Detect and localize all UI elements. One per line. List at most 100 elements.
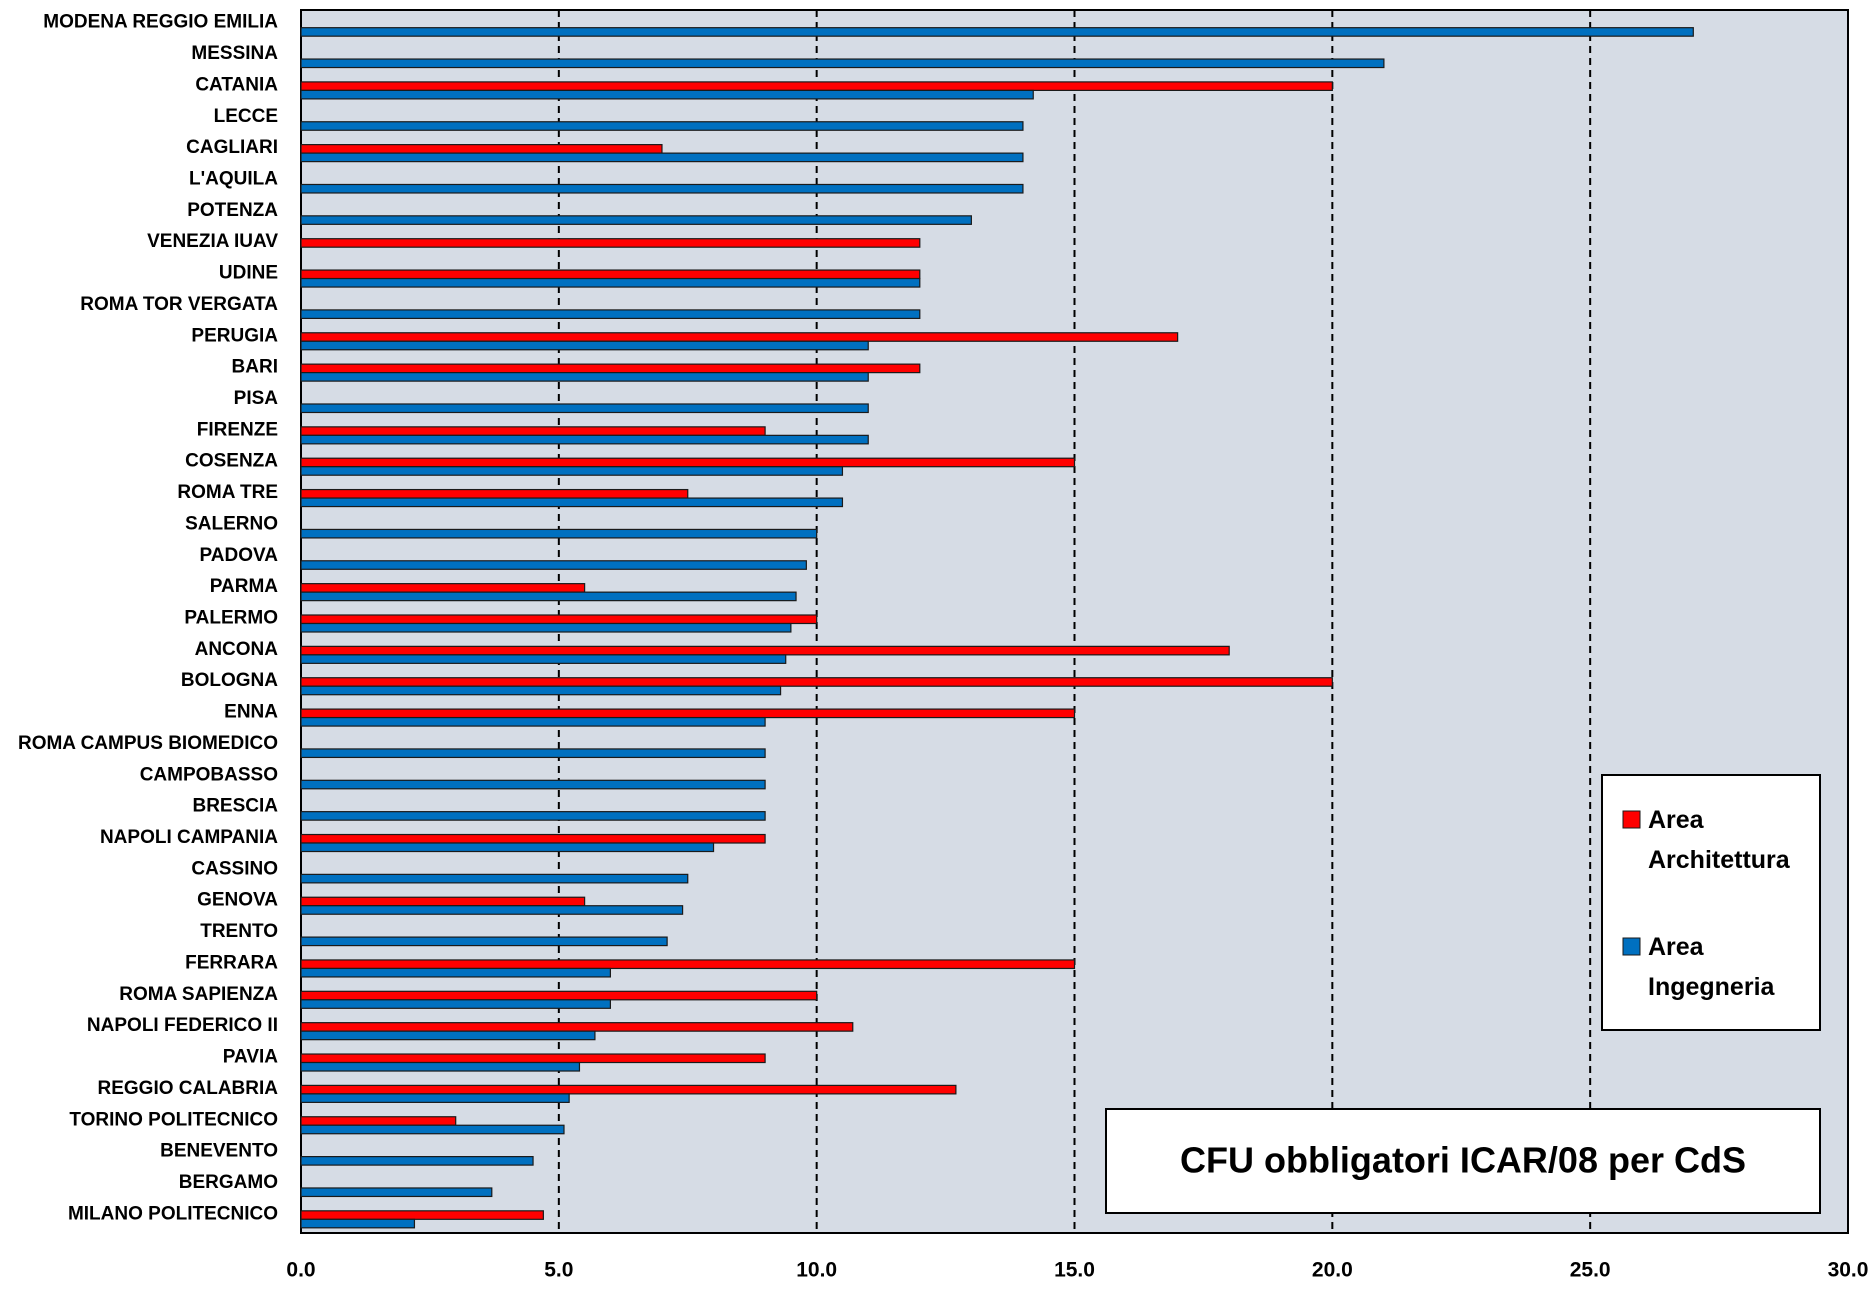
- bar: [300, 677, 1333, 687]
- bar: [300, 497, 844, 508]
- bar: [300, 708, 1076, 719]
- bar: [300, 426, 766, 436]
- y-tick-label: LECCE: [214, 106, 278, 127]
- bar: [300, 990, 818, 1001]
- y-tick-label: TRENTO: [200, 921, 278, 942]
- bar: [300, 144, 663, 154]
- y-tick-label: BRESCIA: [192, 796, 278, 817]
- bar: [300, 873, 689, 884]
- bar: [300, 614, 818, 625]
- bar: [300, 936, 668, 947]
- bar: [300, 340, 869, 351]
- legend-label: Area Architettura: [1648, 806, 1790, 874]
- bar: [300, 1116, 457, 1126]
- bar: [300, 238, 921, 248]
- y-tick-label: MESSINA: [191, 43, 278, 64]
- bar: [300, 833, 766, 844]
- y-tick-label: VENEZIA IUAV: [147, 231, 278, 252]
- x-tick-label: 15.0: [1054, 1259, 1095, 1282]
- y-tick-label: GENOVA: [197, 890, 278, 911]
- bar: [300, 488, 689, 499]
- bar: [300, 748, 766, 759]
- y-tick-label: NAPOLI FEDERICO II: [87, 1015, 278, 1036]
- y-tick-label: L'AQUILA: [189, 168, 278, 189]
- bar: [300, 121, 1024, 131]
- y-tick-label: ROMA TOR VERGATA: [80, 294, 278, 315]
- bar: [300, 363, 921, 374]
- bar: [300, 528, 818, 539]
- bar: [300, 89, 1034, 100]
- bar: [300, 215, 972, 225]
- y-tick-label: FERRARA: [185, 952, 278, 973]
- y-tick-label: TORINO POLITECNICO: [69, 1109, 278, 1130]
- bar: [300, 1084, 957, 1095]
- y-tick-label: ANCONA: [195, 639, 279, 660]
- y-tick-label: ROMA TRE: [177, 482, 278, 503]
- bar: [300, 403, 869, 414]
- bar: [300, 896, 586, 907]
- y-tick-label: PARMA: [210, 576, 279, 597]
- bar: [300, 183, 1024, 194]
- legend-label-box: Area Architettura: [1648, 806, 1790, 874]
- bar: [300, 372, 869, 382]
- y-tick-label: UDINE: [219, 263, 278, 284]
- bar: [300, 716, 766, 727]
- y-tick-label: ROMA SAPIENZA: [119, 984, 278, 1005]
- y-tick-label: MODENA REGGIO EMILIA: [43, 12, 278, 33]
- bar: [300, 1156, 534, 1166]
- bar: [300, 309, 921, 320]
- legend-swatch: [1622, 810, 1641, 829]
- bar: [300, 591, 797, 602]
- bar: [300, 999, 611, 1009]
- y-tick-label: PALERMO: [184, 608, 278, 629]
- y-tick-label: NAPOLI CAMPANIA: [100, 827, 278, 848]
- bar: [300, 1061, 581, 1072]
- bar: [300, 466, 844, 476]
- y-tick-label: SALERNO: [185, 513, 278, 534]
- bar: [300, 81, 1333, 91]
- bar: [300, 1030, 596, 1041]
- bar: [300, 622, 792, 633]
- y-tick-label: BENEVENTO: [160, 1141, 278, 1162]
- x-tick-label: 20.0: [1312, 1259, 1353, 1282]
- x-tick-label: 10.0: [796, 1259, 837, 1282]
- bar: [300, 1187, 493, 1198]
- bar: [300, 58, 1385, 69]
- x-tick-label: 25.0: [1570, 1259, 1611, 1282]
- y-tick-label: POTENZA: [187, 200, 278, 221]
- bar: [300, 685, 782, 696]
- bar: [300, 1093, 570, 1103]
- bar: [300, 457, 1076, 468]
- bar: [300, 152, 1024, 163]
- y-tick-label: BERGAMO: [179, 1172, 278, 1193]
- bar: [300, 1218, 416, 1229]
- bar: [300, 811, 766, 821]
- legend-label: Area Ingegneria: [1648, 933, 1775, 1001]
- y-tick-label: BARI: [232, 357, 278, 378]
- y-tick-label: ROMA CAMPUS BIOMEDICO: [18, 733, 278, 754]
- bar: [300, 1022, 854, 1032]
- bar: [300, 269, 921, 280]
- x-tick-label: 0.0: [286, 1259, 315, 1282]
- chart-title: CFU obbligatori ICAR/08 per CdS: [1180, 1140, 1746, 1181]
- y-tick-label: ENNA: [224, 702, 278, 723]
- bar: [300, 1053, 766, 1064]
- y-tick-label: CATANIA: [195, 74, 278, 95]
- y-tick-label: CAMPOBASSO: [140, 764, 278, 785]
- bar: [300, 842, 715, 853]
- legend-swatch: [1622, 937, 1641, 956]
- bar: [300, 779, 766, 790]
- y-tick-label: PAVIA: [223, 1047, 279, 1068]
- title-box: [1105, 1108, 1821, 1214]
- x-tick-label: 5.0: [544, 1259, 573, 1282]
- bar: [300, 277, 921, 288]
- y-tick-label: COSENZA: [185, 451, 278, 472]
- y-tick-label: REGGIO CALABRIA: [98, 1078, 279, 1099]
- bar: [300, 645, 1230, 656]
- bar: [300, 959, 1076, 970]
- bar: [300, 905, 684, 915]
- bar: [300, 654, 787, 664]
- y-tick-label: CASSINO: [191, 858, 278, 879]
- y-tick-label: FIRENZE: [197, 419, 278, 440]
